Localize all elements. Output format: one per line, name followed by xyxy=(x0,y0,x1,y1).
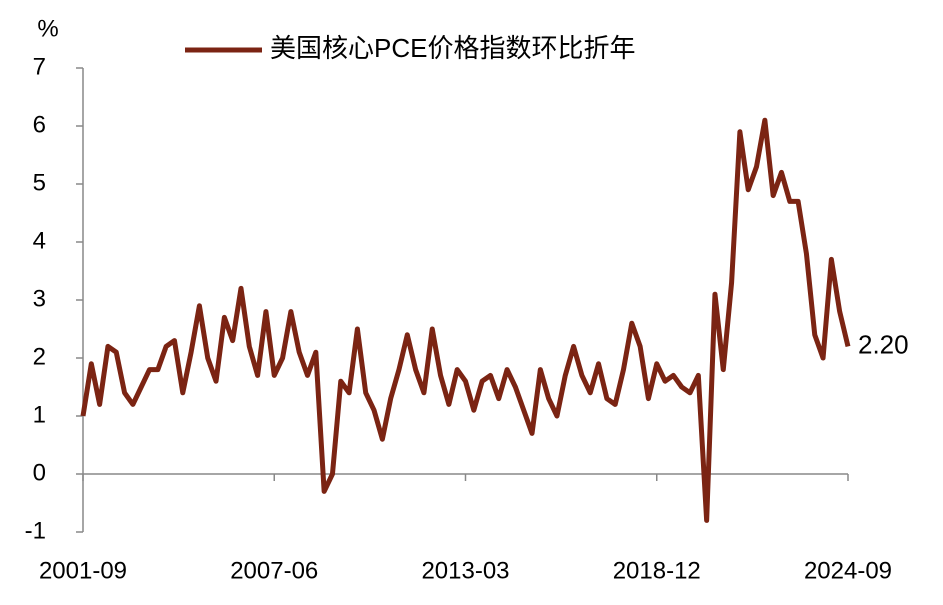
x-tick-label: 2013-03 xyxy=(421,557,509,584)
y-tick-label: 3 xyxy=(33,285,46,312)
x-tick-label: 2001-09 xyxy=(39,557,127,584)
y-tick-label: -1 xyxy=(25,517,46,544)
x-tick-label: 2018-12 xyxy=(613,557,701,584)
y-tick-label: 0 xyxy=(33,459,46,486)
y-unit: % xyxy=(37,15,58,42)
y-tick-label: 7 xyxy=(33,53,46,80)
legend-label: 美国核心PCE价格指数环比折年 xyxy=(270,33,635,63)
x-tick-label: 2007-06 xyxy=(230,557,318,584)
y-tick-label: 4 xyxy=(33,227,46,254)
y-tick-label: 5 xyxy=(33,169,46,196)
y-tick-label: 2 xyxy=(33,343,46,370)
value-label: 2.20 xyxy=(858,329,909,359)
line-series xyxy=(80,117,851,523)
x-tick-label: 2024-09 xyxy=(804,557,892,584)
y-tick-label: 1 xyxy=(33,401,46,428)
y-tick-label: 6 xyxy=(33,111,46,138)
